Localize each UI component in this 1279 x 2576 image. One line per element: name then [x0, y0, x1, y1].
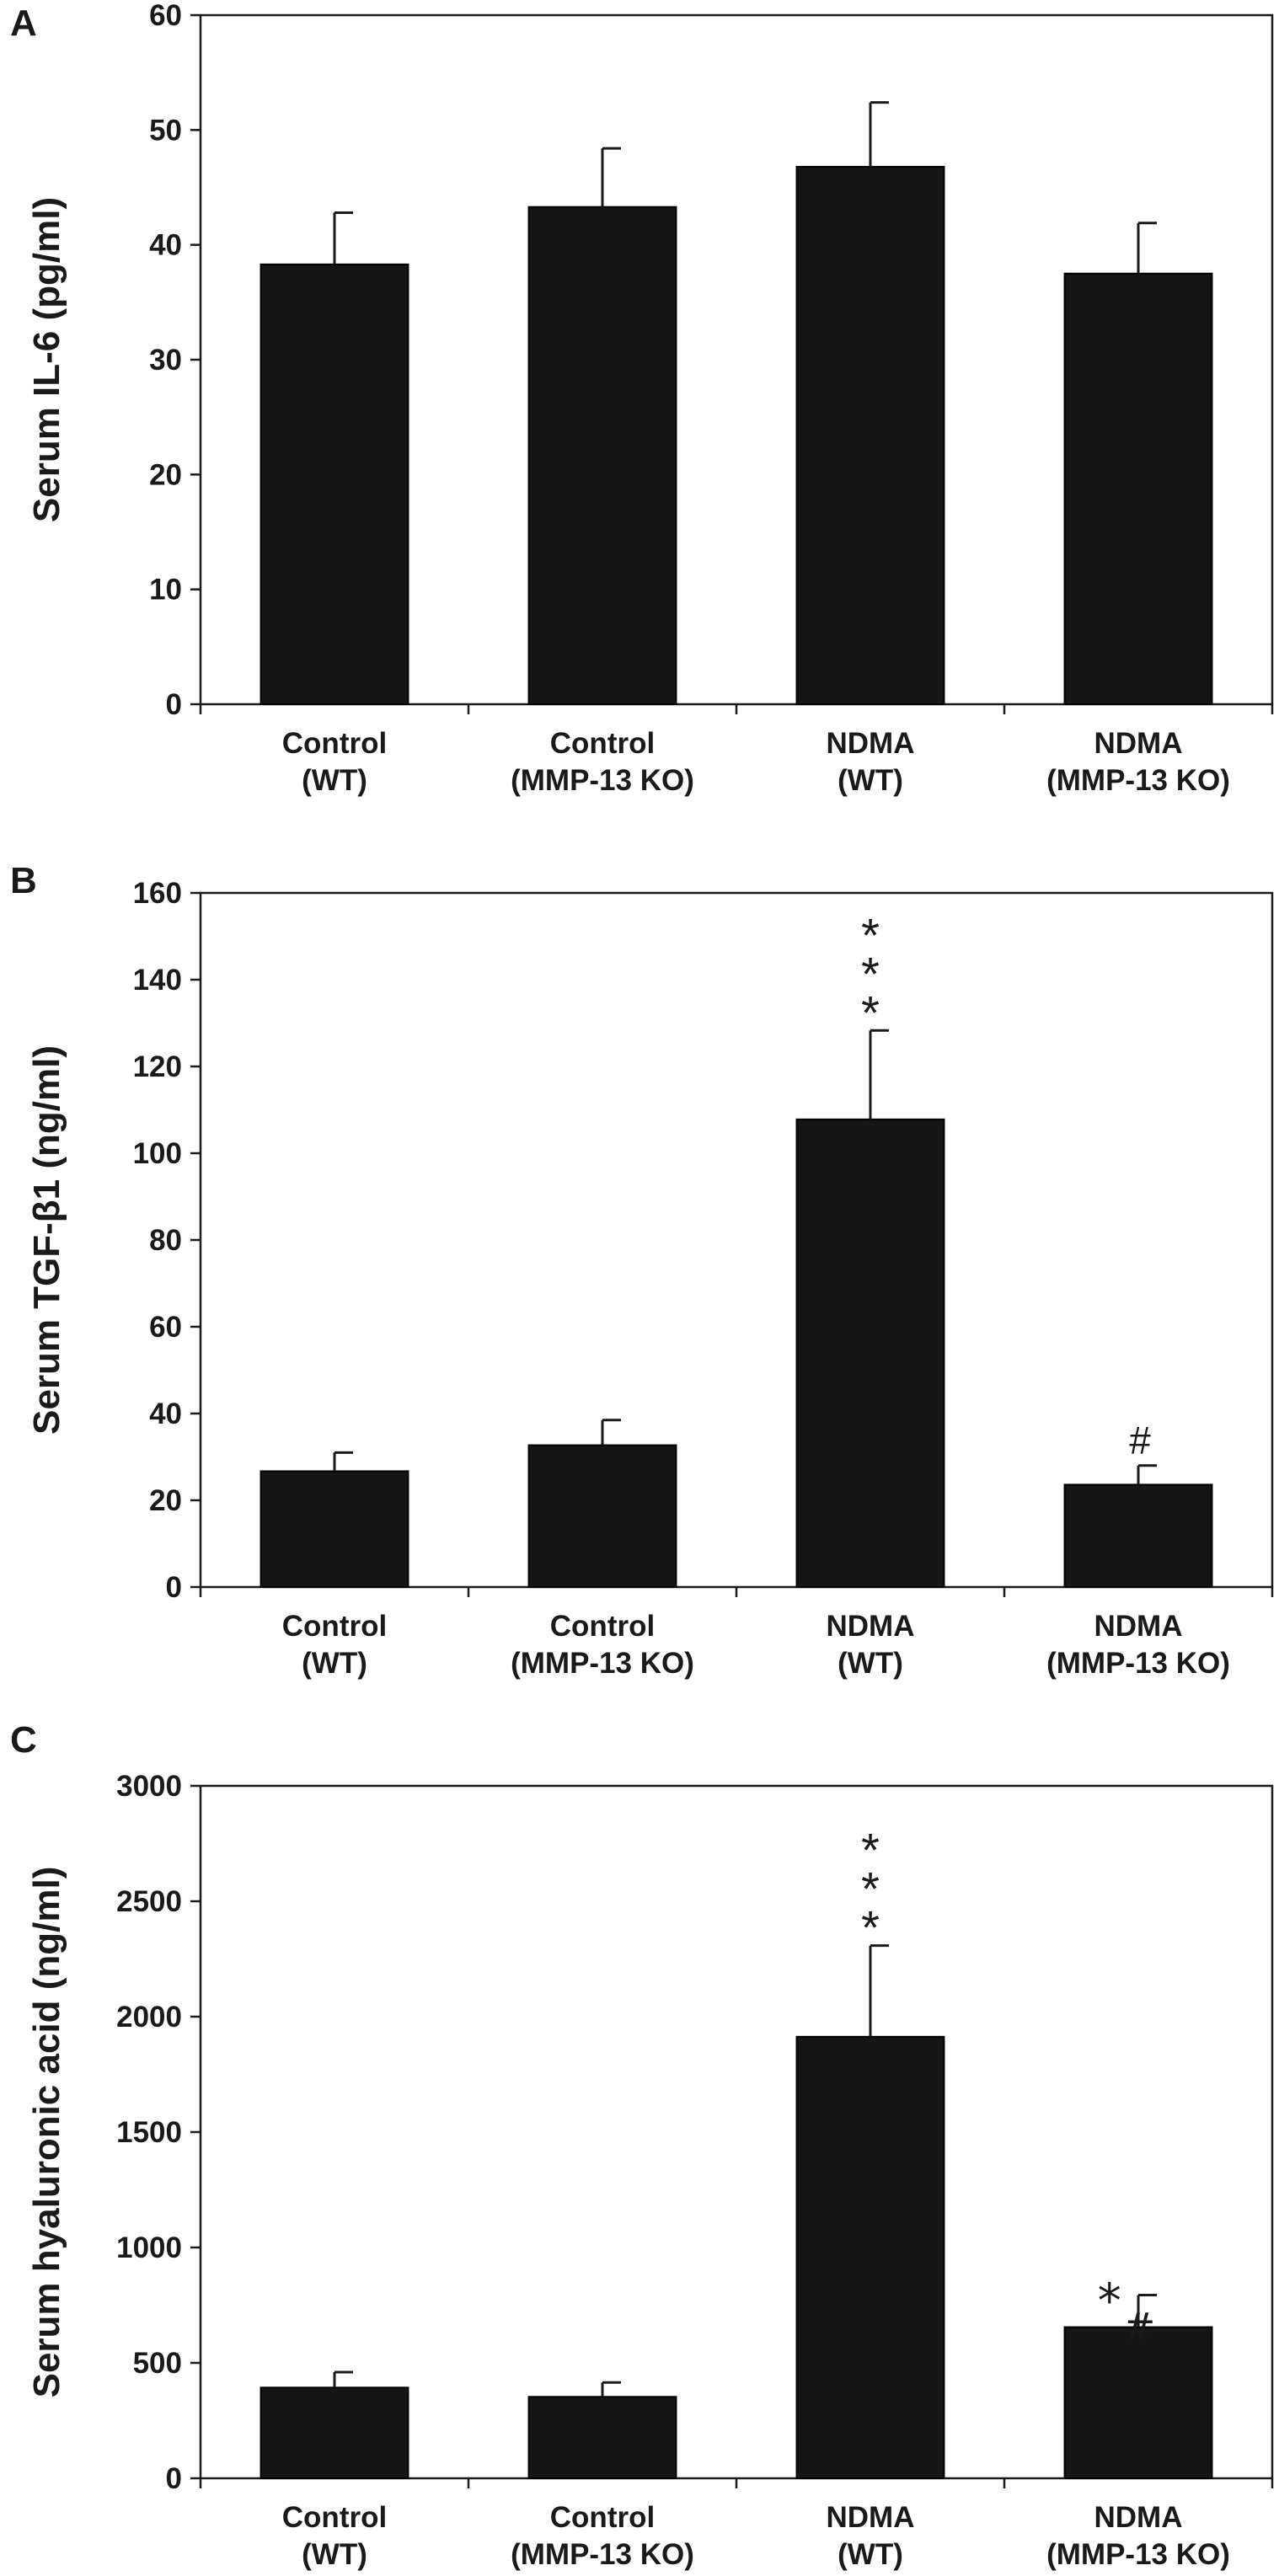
- y-tick-label: 1000: [116, 2231, 182, 2264]
- significance-annotation: * * *: [861, 1824, 880, 1954]
- x-tick-label: Control (WT): [282, 1610, 387, 1680]
- x-tick-label: NDMA (WT): [827, 727, 915, 797]
- y-tick-label: 10: [149, 574, 182, 607]
- y-tick-label: 20: [149, 1484, 182, 1517]
- x-tick-label: Control (MMP-13 KO): [511, 727, 694, 797]
- y-tick-label: 40: [149, 229, 182, 262]
- chart-panel-c: C 0 500 1000 1500 2000 2500 3000 Serum hyaluroni…: [10, 1719, 1274, 2571]
- bar: [527, 2396, 677, 2480]
- y-tick-label: 60: [149, 1311, 182, 1344]
- y-tick-label: 30: [149, 344, 182, 377]
- y-tick-label: 500: [133, 2347, 182, 2380]
- y-axis-label: Serum hyaluronic acid (ng/ml): [26, 1867, 67, 2398]
- x-tick-label: Control (WT): [282, 2501, 387, 2571]
- y-tick-label: 3000: [116, 1770, 182, 1803]
- significance-annotation: * * *: [861, 908, 880, 1039]
- y-tick-label: 80: [149, 1224, 182, 1257]
- x-tick-label: NDMA (MMP-13 KO): [1046, 1610, 1230, 1680]
- bar: [527, 1444, 677, 1588]
- x-tick-label: Control (WT): [282, 727, 387, 797]
- panel-label: A: [10, 3, 37, 44]
- bar: [795, 165, 945, 705]
- x-tick-label: NDMA (WT): [827, 2501, 915, 2571]
- x-tick-label: NDMA (MMP-13 KO): [1046, 727, 1230, 797]
- y-tick-label: 60: [149, 0, 182, 32]
- bar: [1063, 272, 1213, 705]
- y-tick-label: 140: [133, 964, 182, 997]
- panel-label: C: [10, 1719, 37, 1761]
- chart-panel-a: A 0 10 20 30 40 50 60 Serum IL-6 (pg/ml) Control(…: [10, 0, 1274, 797]
- y-axis-label: Serum IL-6 (pg/ml): [26, 197, 67, 522]
- y-tick-label: 2500: [116, 1885, 182, 1918]
- y-tick-label: 1500: [116, 2116, 182, 2149]
- y-tick-label: 0: [166, 1571, 182, 1604]
- x-tick-label: Control (MMP-13 KO): [511, 2501, 694, 2571]
- bar: [795, 2035, 945, 2479]
- y-tick-label: 0: [166, 688, 182, 721]
- bar: [260, 2386, 409, 2480]
- x-tick-label: Control (MMP-13 KO): [511, 1610, 694, 1680]
- y-tick-label: 40: [149, 1398, 182, 1430]
- bar: [1063, 1483, 1213, 1588]
- bar: [260, 1470, 409, 1588]
- chart-panel-b: B 0 20 40 60 80 100 120 140 160 Serum TGF-β1 (ng/m…: [10, 860, 1274, 1680]
- y-tick-label: 160: [133, 877, 182, 910]
- bar: [527, 206, 677, 705]
- y-tick-label: 2000: [116, 2001, 182, 2034]
- y-tick-label: 0: [166, 2462, 182, 2495]
- y-tick-label: 20: [149, 458, 182, 491]
- x-tick-label: NDMA (WT): [827, 1610, 915, 1680]
- y-axis-label: Serum TGF-β1 (ng/ml): [26, 1045, 67, 1435]
- y-tick-label: 50: [149, 114, 182, 147]
- panel-label: B: [10, 860, 37, 901]
- bar: [260, 263, 409, 705]
- bar: [1063, 2326, 1213, 2480]
- x-tick-label: NDMA (MMP-13 KO): [1046, 2501, 1230, 2571]
- bar: [795, 1118, 945, 1588]
- y-tick-label: 120: [133, 1050, 182, 1083]
- y-tick-label: 100: [133, 1137, 182, 1170]
- significance-annotation: *#: [1098, 2274, 1156, 2349]
- significance-annotation: #: [1129, 1419, 1151, 1462]
